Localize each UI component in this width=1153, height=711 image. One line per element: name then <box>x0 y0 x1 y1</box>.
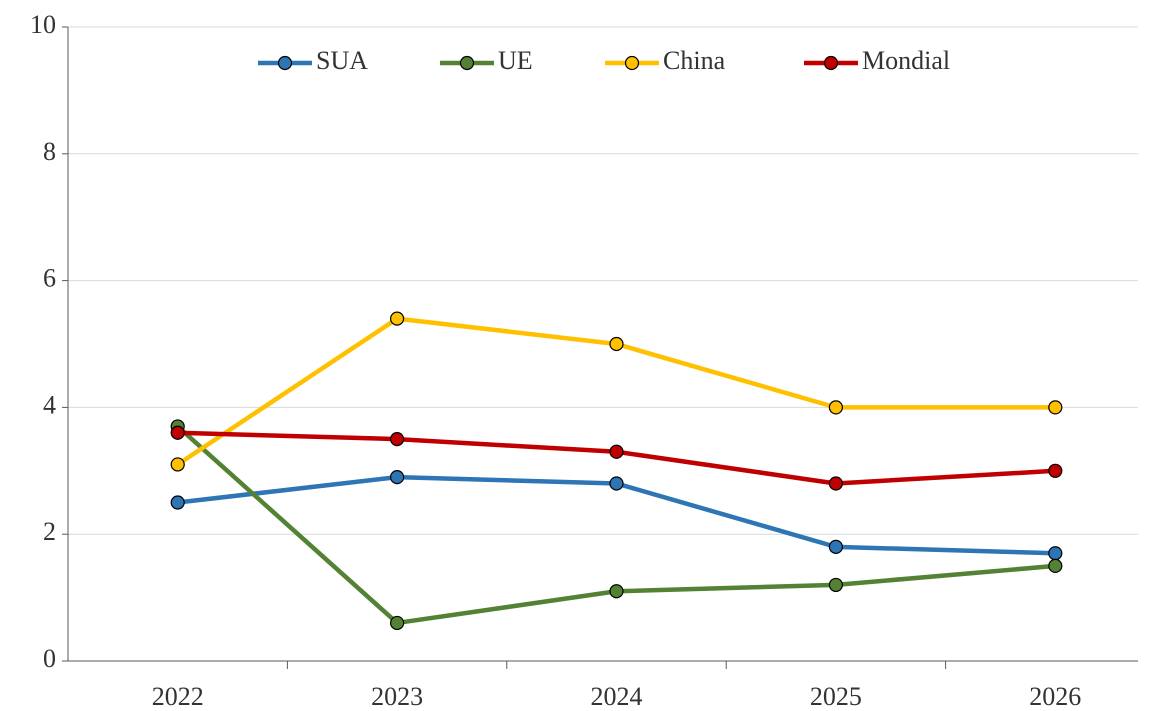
point <box>609 584 624 599</box>
legend-marker <box>277 55 293 71</box>
legend-marker <box>823 55 839 71</box>
point <box>170 495 185 510</box>
point <box>1048 558 1063 574</box>
point <box>609 476 624 491</box>
legend-label: SUA <box>316 46 368 75</box>
point <box>828 400 844 415</box>
y-tick-label: 0 <box>43 644 56 673</box>
x-tick-label: 2024 <box>591 682 643 711</box>
point <box>390 432 405 447</box>
x-tick-label: 2023 <box>371 682 423 711</box>
point <box>170 425 185 440</box>
point <box>390 615 405 631</box>
point <box>609 336 624 352</box>
x-tick-label: 2022 <box>152 682 204 711</box>
point <box>390 311 405 326</box>
x-tick-label: 2026 <box>1029 682 1081 711</box>
point <box>390 470 405 485</box>
point <box>1048 463 1063 478</box>
legend-label: China <box>663 46 726 75</box>
point <box>828 577 844 593</box>
point <box>170 457 185 472</box>
y-tick-label: 8 <box>43 137 56 166</box>
y-tick-label: 2 <box>43 517 56 546</box>
point <box>1048 546 1063 561</box>
legend-marker <box>624 55 640 71</box>
legend-label: UE <box>498 46 533 75</box>
y-tick-label: 10 <box>30 10 56 39</box>
point <box>1048 400 1063 415</box>
legend-label: Mondial <box>862 46 950 75</box>
x-tick-label: 2025 <box>810 682 862 711</box>
point <box>828 539 844 554</box>
legend-marker <box>459 55 475 71</box>
point <box>828 476 844 491</box>
y-tick-label: 4 <box>43 390 56 419</box>
point <box>609 444 624 459</box>
y-tick-label: 6 <box>43 264 56 293</box>
